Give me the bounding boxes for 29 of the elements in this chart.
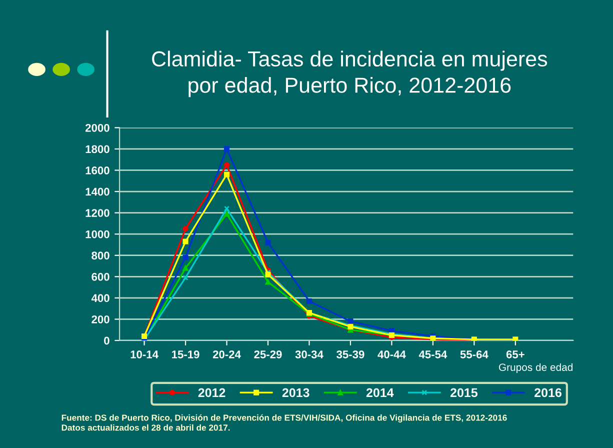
x-tick-label: 55-64: [460, 350, 488, 358]
y-tick-label: 1400: [86, 188, 110, 196]
x-tick-label: 40-44: [378, 350, 406, 358]
legend-label: 2014: [366, 388, 394, 398]
y-tick-label: 1800: [86, 145, 110, 154]
y-tick-label: 0: [104, 336, 110, 345]
legend-label: 2012: [198, 388, 226, 398]
source-note: Fuente: DS de Puerto Rico, División de Prevención de ETS/VIH/SIDA, Oficina de Vigilancia de ETS, 2012-2016 Datos actualizados el 28 de abril de 2017.: [62, 414, 507, 431]
legend-label: 2013: [282, 388, 310, 398]
y-tick-label: 1000: [86, 230, 110, 238]
y-tick-label: 200: [92, 315, 110, 324]
y-tick-label: 600: [92, 272, 110, 281]
x-axis-title: Grupos de edad: [498, 363, 572, 374]
y-tick-label: 800: [92, 252, 110, 260]
chart-title: Clamidia- Tasas de incidencia en mujeres por edad, Puerto Rico, 2012-2016: [152, 50, 548, 98]
legend-label: 2016: [534, 388, 562, 398]
x-tick-label: 30-34: [295, 350, 324, 358]
legend-label: 2015: [450, 388, 478, 398]
y-tick-label: 1600: [86, 166, 110, 174]
y-tick-label: 1200: [86, 209, 110, 217]
x-tick-label: 65+: [506, 350, 524, 358]
x-tick-label: 35-39: [336, 350, 364, 358]
x-tick-label: 25-29: [254, 350, 282, 358]
x-tick-label: 45-54: [418, 350, 448, 358]
x-tick-label: 10-14: [130, 350, 158, 358]
x-tick-label: 15-19: [172, 350, 200, 358]
y-tick-label: 400: [91, 294, 110, 302]
y-tick-label: 2000: [85, 124, 110, 132]
x-tick-label: 20-24: [212, 350, 241, 358]
